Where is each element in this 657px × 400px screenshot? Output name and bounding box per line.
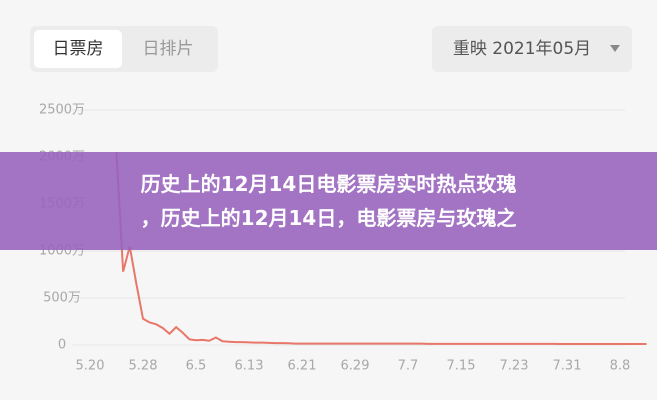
tab[interactable]: 日排片 <box>143 39 194 59</box>
x-tick-label: 6.29 <box>341 359 370 374</box>
y-tick-label: 0 <box>58 338 66 353</box>
dropdown-label[interactable]: 重映 2021年05月 <box>453 39 591 59</box>
y-tick-label: 500万 <box>43 291 81 306</box>
tab-selected[interactable] <box>34 30 122 68</box>
tab[interactable]: 日票房 <box>53 39 104 59</box>
line <box>115 152 647 346</box>
x-tick-label: 7.31 <box>553 359 582 374</box>
x-tick-label: 7.7 <box>398 359 419 374</box>
x-tick-label: 5.28 <box>129 359 158 374</box>
x-tick-label: 6.5 <box>186 359 207 374</box>
banner-line: 历史上的12月14日电影票房实时热点玫瑰 <box>140 172 517 196</box>
x-tick-label: 7.15 <box>447 359 476 374</box>
x-tick-label: 6.13 <box>235 359 264 374</box>
x-tick-label: 8.8 <box>610 359 631 374</box>
dropdown-arrow <box>610 45 620 52</box>
x-tick-label: 5.20 <box>76 359 105 374</box>
banner-line: ，历史上的12月14日，电影票房与玫瑰之 <box>140 206 517 230</box>
banner: 历史上的12月14日电影票房实时热点玫瑰 ，历史上的12月14日，电影票房与玫瑰… <box>0 152 657 250</box>
x-tick-label: 7.23 <box>500 359 529 374</box>
y-tick-label: 2500万 <box>39 103 85 118</box>
dropdown[interactable] <box>432 26 632 72</box>
x-tick-label: 6.21 <box>288 359 317 374</box>
